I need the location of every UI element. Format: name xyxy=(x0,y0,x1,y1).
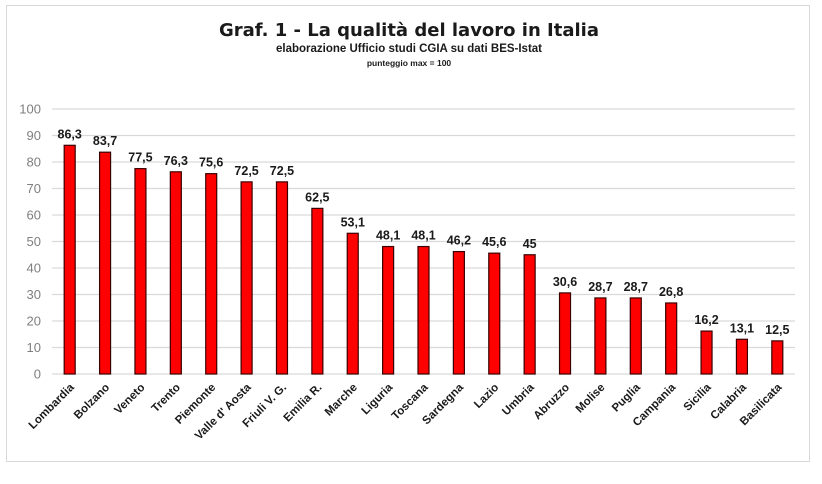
y-tick-label: 20 xyxy=(27,314,41,329)
data-label: 12,5 xyxy=(765,323,789,337)
y-tick-label: 40 xyxy=(27,261,41,276)
y-tick-label: 50 xyxy=(27,234,41,249)
x-tick-label: Emilia R. xyxy=(282,382,325,425)
bar xyxy=(488,252,501,375)
data-label: 30,6 xyxy=(553,275,577,289)
x-tick-label: Marche xyxy=(323,382,360,419)
y-tick-label: 100 xyxy=(19,102,41,117)
data-label: 26,8 xyxy=(659,285,683,299)
y-tick-label: 80 xyxy=(27,155,41,170)
x-tick-label: Sicilia xyxy=(682,381,714,413)
data-label: 62,5 xyxy=(305,190,329,204)
x-tick-label: Puglia xyxy=(610,381,643,414)
x-tick-label: Molise xyxy=(574,382,608,416)
y-tick-label: 70 xyxy=(27,181,41,196)
data-label: 28,7 xyxy=(624,280,648,294)
data-label: 86,3 xyxy=(58,127,82,141)
bar xyxy=(700,330,713,375)
bar xyxy=(63,144,76,375)
y-axis-ticks: 0 10 20 30 40 50 60 70 80 90 100 xyxy=(19,102,41,382)
x-tick-label: Bolzano xyxy=(72,382,112,422)
chart-note: punteggio max = 100 xyxy=(367,58,452,68)
data-label: 46,2 xyxy=(447,234,471,248)
bars xyxy=(63,144,784,375)
bar xyxy=(98,151,112,375)
y-tick-label: 0 xyxy=(34,367,41,382)
bar xyxy=(417,245,430,375)
bar xyxy=(665,302,678,375)
x-tick-label: Lombardia xyxy=(27,381,77,431)
data-label: 48,1 xyxy=(411,229,435,243)
bar xyxy=(452,250,465,375)
chart-subtitle: elaborazione Ufficio studi CGIA su dati … xyxy=(276,43,542,55)
y-tick-label: 90 xyxy=(27,128,41,143)
data-labels: 86,3 83,7 77,5 76,3 75,6 72,5 72,5 62,5 53,1 48,1… xyxy=(58,127,790,337)
x-tick-label: Lazio xyxy=(472,382,501,411)
bar xyxy=(771,340,784,375)
data-label: 53,1 xyxy=(341,215,365,229)
x-tick-label: Abruzzo xyxy=(532,382,573,423)
data-label: 16,2 xyxy=(694,313,718,327)
bar xyxy=(594,297,607,375)
data-label: 28,7 xyxy=(588,280,612,294)
x-tick-label: Trento xyxy=(150,382,183,415)
bar xyxy=(311,207,324,375)
data-label: 72,5 xyxy=(270,164,294,178)
data-label: 48,1 xyxy=(376,229,400,243)
data-label: 13,1 xyxy=(730,321,754,335)
bar xyxy=(205,173,218,375)
bar xyxy=(629,297,642,375)
bar xyxy=(735,338,749,375)
data-label: 45 xyxy=(523,237,537,251)
data-label: 45,6 xyxy=(482,235,506,249)
bar xyxy=(382,245,395,375)
bar xyxy=(523,254,536,375)
bar xyxy=(240,181,253,375)
x-tick-label: Veneto xyxy=(112,382,147,417)
x-tick-label: Liguria xyxy=(360,381,396,417)
bar xyxy=(275,181,289,375)
bar xyxy=(134,168,147,375)
y-tick-label: 30 xyxy=(27,287,41,302)
y-tick-label: 60 xyxy=(27,208,41,223)
data-label: 75,6 xyxy=(199,156,223,170)
y-tick-label: 10 xyxy=(27,340,41,355)
data-label: 76,3 xyxy=(164,154,188,168)
chart-title: Graf. 1 - La qualità del lavoro in Itali… xyxy=(219,20,599,41)
data-label: 72,5 xyxy=(234,164,258,178)
bar xyxy=(169,171,182,375)
bar xyxy=(346,232,359,375)
data-label: 83,7 xyxy=(93,134,117,148)
data-label: 77,5 xyxy=(128,151,152,165)
bar xyxy=(558,292,572,375)
